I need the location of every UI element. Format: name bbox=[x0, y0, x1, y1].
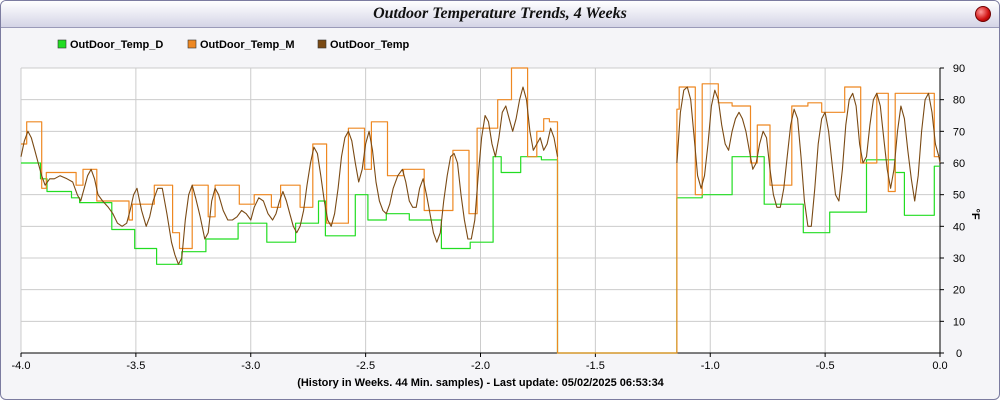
x-tick-label: -3.5 bbox=[126, 360, 145, 372]
y-tick-label: 90 bbox=[953, 63, 965, 75]
y-tick-label: 10 bbox=[953, 316, 965, 328]
series-line-OutDoor_Temp_D bbox=[21, 156, 940, 354]
x-axis-label: (History in Weeks. 44 Min. samples) - La… bbox=[297, 377, 664, 389]
y-tick-label: 20 bbox=[953, 285, 965, 297]
legend-label: OutDoor_Temp_M bbox=[200, 39, 295, 51]
legend-label: OutDoor_Temp_D bbox=[70, 39, 163, 51]
y-tick-label: 40 bbox=[953, 221, 965, 233]
x-tick-label: -3.0 bbox=[241, 360, 260, 372]
x-tick-label: -2.0 bbox=[471, 360, 490, 372]
x-tick-label: -1.0 bbox=[701, 360, 720, 372]
y-tick-label: 70 bbox=[953, 126, 965, 138]
y-tick-label: 80 bbox=[953, 95, 965, 107]
x-tick-label: -0.5 bbox=[816, 360, 835, 372]
y-tick-label: 60 bbox=[953, 158, 965, 170]
series-line-OutDoor_Temp bbox=[20, 86, 941, 265]
chart-title: Outdoor Temperature Trends, 4 Weeks bbox=[1, 1, 999, 28]
series-line-OutDoor_Temp_M bbox=[21, 67, 940, 354]
legend-label: OutDoor_Temp bbox=[330, 39, 410, 51]
y-tick-label: 50 bbox=[953, 190, 965, 202]
legend-swatch bbox=[57, 39, 67, 49]
legend-swatch bbox=[187, 39, 197, 49]
y-tick-label: 30 bbox=[953, 253, 965, 265]
close-icon[interactable] bbox=[975, 6, 991, 22]
x-tick-label: -2.5 bbox=[356, 360, 375, 372]
y-axis-label: °F bbox=[969, 208, 981, 219]
x-tick-label: -1.5 bbox=[586, 360, 605, 372]
x-tick-label: 0.0 bbox=[932, 360, 947, 372]
x-tick-label: -4.0 bbox=[12, 360, 31, 372]
y-tick-label: 0 bbox=[956, 348, 962, 360]
legend-swatch bbox=[317, 39, 327, 49]
